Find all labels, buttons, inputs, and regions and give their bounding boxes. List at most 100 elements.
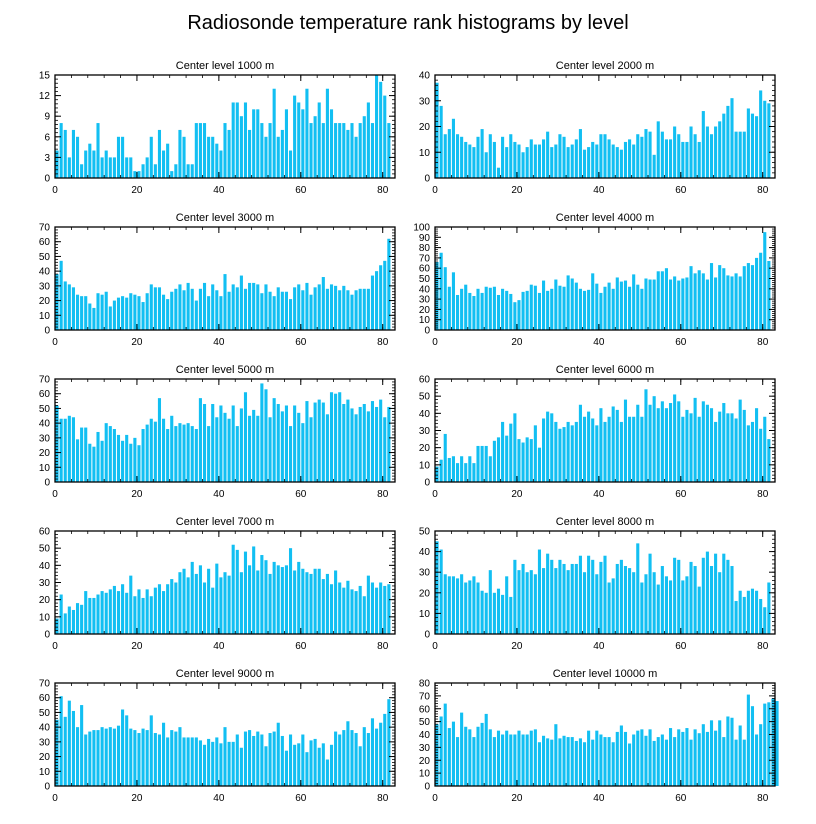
histogram-bar <box>484 152 488 178</box>
histogram-bar <box>582 572 587 634</box>
histogram-bar <box>455 134 460 178</box>
histogram-bar <box>558 428 562 482</box>
histogram-bar <box>550 559 554 634</box>
histogram-bar <box>451 576 455 634</box>
histogram-bar <box>619 281 623 330</box>
histogram-bar <box>562 735 566 786</box>
histogram-bar <box>623 566 628 634</box>
histogram-bar <box>464 284 468 330</box>
histogram-bar <box>129 575 133 634</box>
histogram-bar <box>362 727 366 786</box>
histogram-bar <box>632 416 636 482</box>
y-tick-label: 50 <box>39 404 51 415</box>
histogram-bar <box>578 738 582 786</box>
histogram-bar <box>141 302 145 330</box>
x-tick-label: 80 <box>757 489 769 500</box>
histogram-bar <box>301 423 305 482</box>
y-tick-label: 80 <box>419 679 431 690</box>
histogram-bar <box>116 591 121 634</box>
histogram-bar <box>767 260 771 330</box>
histogram-bar <box>750 706 755 786</box>
histogram-bar <box>141 597 145 634</box>
histogram-bar <box>362 404 366 482</box>
histogram-bar <box>92 150 96 178</box>
y-tick-label: 10 <box>419 609 431 620</box>
histogram-bar <box>108 157 112 178</box>
histogram-bar <box>71 287 75 330</box>
x-tick-label: 60 <box>675 185 687 196</box>
histogram-bar <box>96 730 100 786</box>
histogram-bar <box>63 281 67 330</box>
histogram-bar <box>607 416 611 482</box>
histogram-bar <box>383 713 387 786</box>
histogram-bar <box>718 121 722 178</box>
histogram-bar <box>734 273 738 330</box>
histogram-panel: Center level 3000 m 0 10 20 30 40 50 60 70 0 20 40 6… <box>39 212 396 348</box>
histogram-bar <box>198 398 202 482</box>
y-tick-label: 30 <box>419 426 431 437</box>
histogram-bar <box>174 288 178 330</box>
histogram-bar <box>644 129 648 178</box>
histogram-bar <box>689 126 693 178</box>
histogram-bar <box>239 116 243 178</box>
histogram-bar <box>223 412 227 482</box>
histogram-bar <box>264 560 268 634</box>
histogram-bar <box>632 274 636 330</box>
histogram-bar <box>623 141 628 178</box>
histogram-bar <box>157 129 162 178</box>
histogram-bar <box>460 574 464 634</box>
histogram-bar <box>742 409 746 482</box>
y-tick-label: 60 <box>39 693 51 704</box>
histogram-bar <box>513 302 517 330</box>
y-tick-label: 60 <box>419 704 431 715</box>
histogram-bar <box>443 574 447 634</box>
histogram-bar <box>231 544 235 634</box>
histogram-bar <box>439 716 443 786</box>
y-tick-label: 10 <box>419 315 431 326</box>
histogram-bar <box>129 443 133 482</box>
histogram-bar <box>656 737 660 786</box>
histogram-bar <box>375 728 379 786</box>
histogram-bar <box>387 123 391 178</box>
histogram-bar <box>370 401 375 482</box>
y-tick-label: 20 <box>39 296 51 307</box>
histogram-bar <box>346 580 350 634</box>
histogram-bar <box>198 740 202 786</box>
histogram-bar <box>533 425 537 482</box>
histogram-bar <box>178 284 182 330</box>
histogram-bar <box>272 88 276 178</box>
histogram-bar <box>301 290 305 330</box>
panel-frame <box>54 378 396 483</box>
histogram-bar <box>464 463 468 482</box>
histogram-bar <box>468 729 472 786</box>
histogram-bar <box>358 746 362 786</box>
histogram-bar <box>211 741 215 786</box>
histogram-bar <box>198 288 202 330</box>
histogram-bar <box>202 582 207 634</box>
histogram-bar <box>284 750 288 786</box>
histogram-bar <box>484 445 488 482</box>
histogram-bar <box>145 730 149 786</box>
histogram-bar <box>537 742 542 786</box>
histogram-bar <box>96 123 100 178</box>
panel-title: Center level 4000 m <box>556 212 654 224</box>
histogram-bar <box>366 288 370 330</box>
histogram-bar <box>537 447 542 482</box>
histogram-bar <box>383 260 387 330</box>
histogram-bar <box>693 397 697 482</box>
histogram-bar <box>709 408 714 482</box>
histogram-bar <box>264 746 268 786</box>
histogram-bar <box>554 724 558 786</box>
histogram-bar <box>615 277 619 330</box>
histogram-bar <box>67 284 71 330</box>
histogram-bar <box>325 88 329 178</box>
histogram-bar <box>755 590 759 634</box>
histogram-bar <box>104 728 108 786</box>
histogram-bar <box>681 580 685 634</box>
y-tick-label: 50 <box>419 274 431 285</box>
histogram-bar <box>591 418 595 482</box>
histogram-bar <box>280 567 284 634</box>
x-tick-label: 40 <box>593 489 605 500</box>
histogram-bar <box>104 150 108 178</box>
histogram-bar <box>362 288 366 330</box>
